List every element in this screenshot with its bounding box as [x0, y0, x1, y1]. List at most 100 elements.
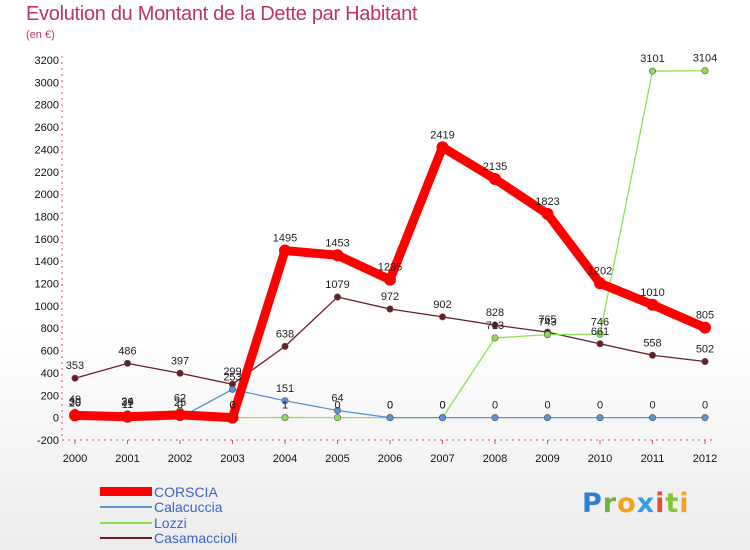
data-label: 151: [276, 383, 294, 395]
y-tick-label: 1400: [35, 256, 59, 268]
data-label: 502: [696, 344, 714, 356]
data-point: [124, 359, 132, 367]
data-label: 299: [223, 366, 241, 378]
chart-series: [69, 67, 711, 424]
data-point: [69, 409, 81, 422]
legend-label: CORSCIA: [154, 483, 218, 500]
data-label: 30: [69, 396, 81, 408]
data-point: [438, 313, 446, 321]
data-label: 1202: [588, 265, 612, 277]
data-label: 972: [381, 291, 399, 303]
data-label: 353: [66, 360, 84, 372]
y-tick-label: 2800: [35, 100, 59, 112]
logo-letter: o: [617, 488, 637, 519]
data-label: 1495: [273, 233, 297, 245]
data-point: [333, 406, 341, 414]
data-label: 49: [69, 394, 81, 406]
data-point: [176, 369, 184, 377]
logo-letter: P: [582, 488, 603, 519]
data-label: 805: [696, 310, 714, 322]
chart-axes: -200020040060080010001200140016001800200…: [35, 55, 718, 465]
data-label: 25: [174, 397, 186, 409]
data-label: 20: [69, 397, 81, 409]
data-label: 0: [544, 400, 550, 412]
data-label: 0: [439, 400, 445, 412]
chart-subtitle: (en €): [26, 29, 55, 41]
data-label: 0: [702, 400, 708, 412]
data-label: 1453: [325, 237, 349, 249]
data-point: [229, 385, 237, 393]
y-tick-label: 1800: [35, 211, 59, 223]
data-label: 1010: [640, 287, 664, 299]
y-tick-label: 2600: [35, 122, 59, 134]
legend-item-corscia: CORSCIA: [100, 484, 237, 500]
legend-item-casamaccioli: Casamaccioli: [100, 530, 237, 546]
y-tick-label: 400: [41, 368, 59, 380]
data-point: [436, 141, 449, 154]
y-tick-label: 2000: [35, 189, 59, 201]
series-line-lozzi: [74, 70, 706, 419]
data-label: 0: [334, 400, 340, 412]
data-point: [71, 374, 79, 382]
data-label: 2419: [430, 129, 454, 141]
y-tick-label: 3000: [35, 77, 59, 89]
data-label: 253: [223, 371, 241, 383]
y-tick-label: 600: [41, 346, 59, 358]
data-point: [541, 207, 554, 220]
data-label: 746: [591, 316, 609, 328]
data-label: 2135: [483, 161, 507, 173]
data-label: 3101: [640, 53, 664, 65]
data-label: 29: [121, 396, 133, 408]
data-label: 1235: [378, 262, 402, 274]
legend-label: Calacuccia: [154, 499, 223, 516]
data-label: 64: [331, 392, 343, 404]
x-tick-label: 2007: [430, 453, 454, 465]
y-tick-label: 200: [41, 390, 59, 402]
data-point: [491, 321, 499, 329]
data-point: [491, 414, 499, 422]
x-tick-label: 2004: [273, 453, 297, 465]
data-point: [281, 414, 289, 422]
data-label: 1823: [535, 196, 559, 208]
data-point: [701, 67, 709, 75]
data-point: [648, 67, 656, 75]
legend-item-calacuccia: Calacuccia: [100, 499, 237, 516]
y-tick-label: 1000: [35, 301, 59, 313]
data-label: 0: [229, 400, 235, 412]
chart-title: Evolution du Montant de la Dette par Hab…: [26, 3, 418, 25]
data-label: 0: [439, 400, 445, 412]
data-point: [648, 414, 656, 422]
data-point: [543, 414, 551, 422]
data-point: [331, 249, 344, 262]
logo-letter: t: [665, 488, 680, 519]
x-tick-label: 2011: [641, 453, 665, 465]
chart-legend: CORSCIA Calacuccia Lozzi Casamaccioli: [100, 484, 237, 546]
y-tick-label: 0: [53, 413, 59, 425]
data-point: [281, 342, 289, 350]
x-tick-label: 2005: [325, 453, 349, 465]
x-tick-label: 2003: [220, 453, 244, 465]
y-tick-label: 800: [41, 323, 59, 335]
data-label: 0: [597, 400, 603, 412]
data-point: [543, 331, 551, 339]
data-label: 902: [433, 299, 451, 311]
data-point: [281, 397, 289, 405]
data-point: [384, 273, 396, 286]
data-point: [438, 414, 446, 422]
logo-letter: i: [679, 488, 690, 519]
chart-data-labels: 353 486 397 299 638 1079 972 902 828 765 661 558 502…: [66, 53, 717, 412]
data-point: [386, 414, 394, 422]
data-point: [333, 293, 341, 301]
data-point: [121, 410, 134, 423]
data-point: [646, 298, 659, 311]
data-label: 765: [538, 314, 556, 326]
data-point: [174, 408, 186, 421]
data-point: [596, 330, 604, 338]
data-label: 661: [591, 326, 609, 338]
data-point: [596, 414, 604, 422]
data-label: 34: [121, 396, 133, 408]
y-tick-label: -200: [37, 435, 59, 447]
x-tick-label: 2012: [693, 453, 717, 465]
data-point: [279, 244, 291, 257]
